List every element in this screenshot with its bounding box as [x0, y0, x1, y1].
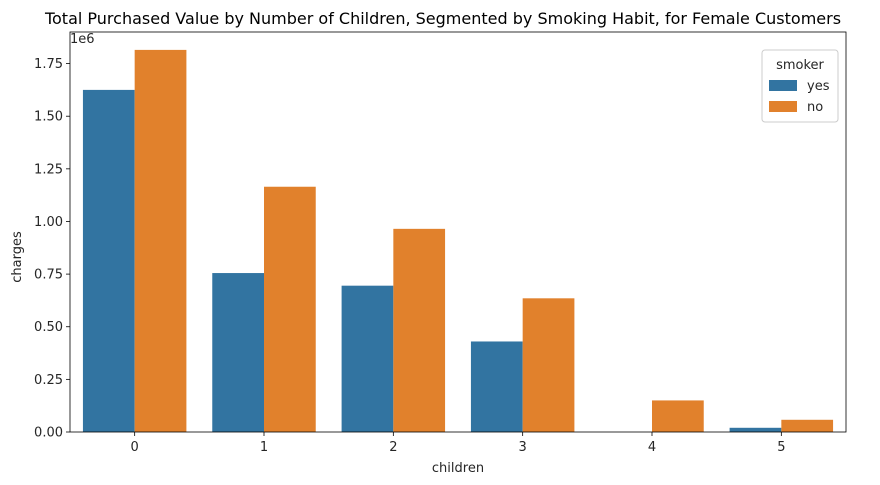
y-tick-label: 1.50 — [34, 110, 63, 125]
y-tick-label: 1.25 — [34, 162, 63, 177]
bar-yes-5 — [729, 427, 782, 432]
bar-no-3 — [522, 298, 575, 432]
x-tick-label: 1 — [260, 440, 268, 455]
x-tick-label: 0 — [131, 440, 139, 455]
y-offset-label: 1e6 — [70, 32, 95, 47]
x-tick-label: 5 — [777, 440, 785, 455]
y-axis-title: charges — [10, 231, 25, 283]
bar-no-2 — [393, 228, 446, 432]
y-tick-label: 1.00 — [34, 215, 63, 230]
y-tick-label: 0.00 — [34, 426, 63, 441]
chart-title: Total Purchased Value by Number of Child… — [44, 9, 841, 28]
bar-no-0 — [134, 49, 187, 432]
legend-swatch-yes — [769, 80, 797, 91]
y-tick-label: 0.75 — [34, 268, 63, 283]
plot-frame — [69, 31, 847, 433]
x-tick-label: 3 — [519, 440, 527, 455]
x-tick-label: 2 — [389, 440, 397, 455]
y-tick-label: 0.25 — [34, 373, 63, 388]
bar-no-4 — [652, 400, 704, 432]
x-tick-label: 4 — [648, 440, 656, 455]
legend: smoker yes no — [761, 49, 839, 123]
y-tick-label: 1.75 — [34, 57, 63, 72]
bar-yes-3 — [470, 341, 523, 432]
bar-no-1 — [264, 186, 316, 432]
legend-label-no: no — [807, 100, 823, 115]
legend-label-yes: yes — [807, 79, 830, 94]
legend-title: smoker — [776, 58, 824, 73]
y-tick-label: 0.50 — [34, 320, 63, 335]
x-axis-title: children — [432, 461, 484, 476]
plot-area: 0.00 0.25 0.50 0.75 1.00 1.25 1.50 1.75 0 1 2 3 4 5 — [34, 31, 847, 455]
legend-swatch-no — [769, 101, 797, 112]
bar-yes-2 — [341, 285, 394, 432]
bar-yes-1 — [212, 273, 264, 432]
bar-yes-0 — [82, 89, 135, 432]
bar-no-5 — [781, 419, 834, 432]
